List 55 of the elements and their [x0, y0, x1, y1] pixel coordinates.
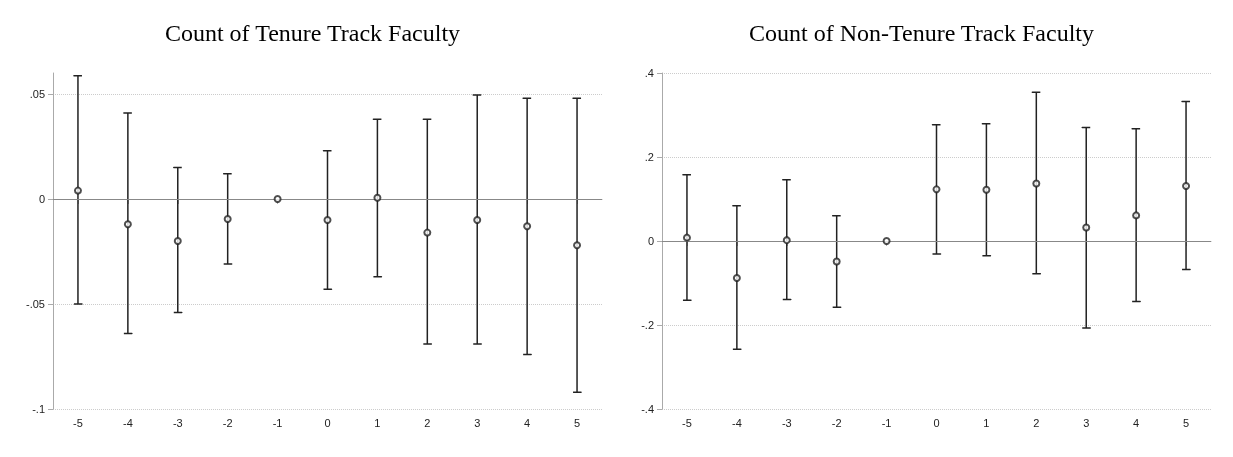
x-tick-label: 0	[932, 416, 940, 429]
x-tick-label: 2	[424, 416, 431, 429]
x-tick-label: -1	[881, 416, 891, 429]
x-tick-label: -5	[73, 416, 83, 429]
point	[73, 186, 82, 195]
y-tick-label: -.2	[640, 319, 654, 331]
x-tick-label: 2	[1032, 416, 1039, 429]
point	[373, 193, 382, 202]
y-tick-label: -.1	[32, 403, 45, 415]
point	[1131, 211, 1140, 220]
x-tick-label: 0	[324, 416, 331, 429]
point	[223, 214, 232, 223]
x-tick-label: -4	[122, 416, 133, 429]
point	[123, 220, 132, 229]
x-tick-label: -2	[831, 416, 842, 429]
y-tick-label: .4	[644, 67, 654, 79]
y-tick-label: -.4	[640, 403, 654, 415]
x-tick-label: -4	[731, 416, 742, 429]
point	[423, 228, 432, 237]
point	[1081, 223, 1090, 232]
x-tick-label: 5	[573, 416, 581, 429]
y-tick-label: 0	[38, 193, 45, 205]
chart-title: Count of Non-Tenure Track Faculty	[748, 20, 1094, 46]
x-tick-label: 1	[374, 416, 381, 429]
point	[573, 241, 582, 250]
x-tick-label: -3	[781, 416, 792, 429]
y-tick-label: .2	[644, 151, 654, 163]
point	[732, 273, 741, 282]
x-tick-label: 1	[982, 416, 989, 429]
point	[323, 216, 332, 224]
x-tick-label: -5	[681, 416, 692, 429]
point	[682, 233, 691, 242]
point	[1031, 179, 1040, 188]
x-tick-label: -3	[172, 416, 183, 429]
point	[981, 185, 990, 194]
x-tick-label: 5	[1182, 416, 1189, 429]
point	[832, 257, 841, 266]
point	[882, 237, 891, 245]
y-tick-label: .05	[29, 88, 45, 100]
x-tick-label: -1	[272, 416, 283, 429]
point	[523, 222, 532, 231]
point	[932, 185, 940, 194]
chart-title: Count of Tenure Track Faculty	[164, 20, 461, 46]
x-tick-label: -2	[222, 416, 233, 429]
x-tick-label: 4	[524, 416, 531, 429]
y-tick-label: -.05	[26, 298, 45, 310]
point	[782, 236, 791, 245]
y-tick-label: 0	[647, 235, 654, 247]
point	[473, 216, 482, 224]
x-tick-label: 3	[474, 416, 481, 429]
point	[1181, 181, 1190, 190]
x-tick-label: 4	[1132, 416, 1139, 429]
x-tick-label: 3	[1082, 416, 1089, 429]
point	[173, 237, 182, 245]
point	[273, 195, 282, 203]
